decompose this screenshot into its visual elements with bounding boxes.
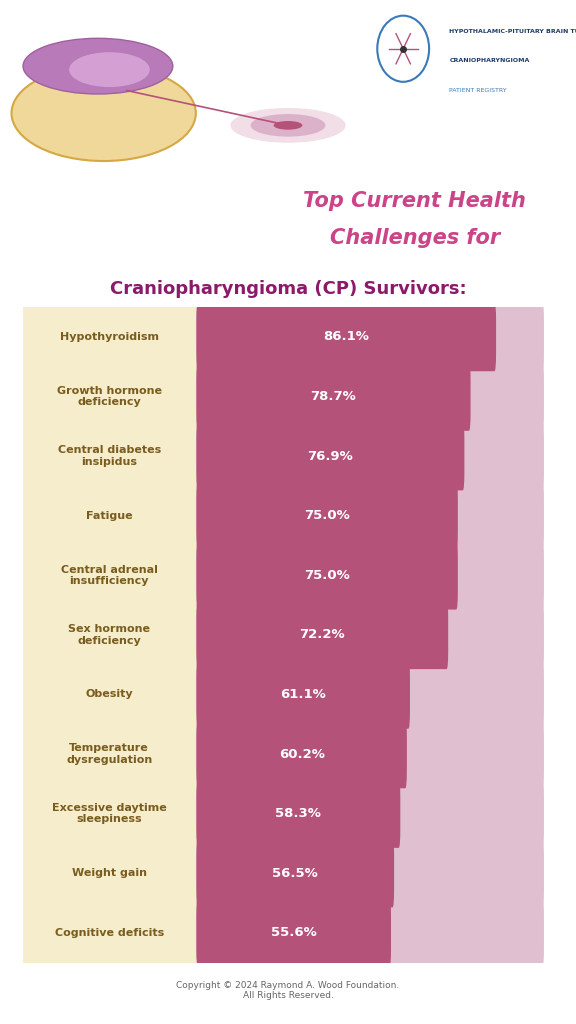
Text: Cognitive deficits: Cognitive deficits xyxy=(55,928,164,938)
FancyBboxPatch shape xyxy=(21,390,197,521)
FancyBboxPatch shape xyxy=(196,601,448,669)
FancyBboxPatch shape xyxy=(196,601,544,669)
Text: 78.7%: 78.7% xyxy=(310,390,357,403)
Text: 86.1%: 86.1% xyxy=(323,331,369,343)
FancyBboxPatch shape xyxy=(196,898,544,967)
Text: 55.6%: 55.6% xyxy=(271,927,317,939)
FancyBboxPatch shape xyxy=(21,749,197,880)
Text: 61.1%: 61.1% xyxy=(281,688,326,701)
Text: Growth hormone
deficiency: Growth hormone deficiency xyxy=(56,386,162,408)
Text: Copyright © 2024 Raymond A. Wood Foundation.
All Rights Reserved.: Copyright © 2024 Raymond A. Wood Foundat… xyxy=(176,981,400,999)
Circle shape xyxy=(274,121,302,130)
FancyBboxPatch shape xyxy=(21,867,197,998)
FancyBboxPatch shape xyxy=(21,331,197,462)
FancyBboxPatch shape xyxy=(196,720,407,788)
Ellipse shape xyxy=(23,38,173,94)
Text: Top Current Health: Top Current Health xyxy=(304,190,526,211)
Text: 58.3%: 58.3% xyxy=(275,807,321,820)
FancyBboxPatch shape xyxy=(196,839,544,907)
FancyBboxPatch shape xyxy=(196,779,544,848)
Text: 60.2%: 60.2% xyxy=(279,748,324,761)
Ellipse shape xyxy=(12,66,196,161)
Text: Central adrenal
insufficiency: Central adrenal insufficiency xyxy=(60,564,158,586)
FancyBboxPatch shape xyxy=(21,510,197,641)
FancyBboxPatch shape xyxy=(196,898,391,967)
FancyBboxPatch shape xyxy=(196,660,544,729)
FancyBboxPatch shape xyxy=(196,422,544,490)
Circle shape xyxy=(230,108,346,142)
FancyBboxPatch shape xyxy=(21,569,197,700)
FancyBboxPatch shape xyxy=(196,303,496,372)
FancyBboxPatch shape xyxy=(196,481,458,550)
FancyBboxPatch shape xyxy=(196,839,394,907)
Text: Fatigue: Fatigue xyxy=(86,511,132,521)
FancyBboxPatch shape xyxy=(196,422,464,490)
FancyBboxPatch shape xyxy=(196,541,458,609)
Text: Central diabetes
insipidus: Central diabetes insipidus xyxy=(58,445,161,467)
Text: 75.0%: 75.0% xyxy=(304,568,350,582)
Text: 76.9%: 76.9% xyxy=(308,450,353,463)
Text: 72.2%: 72.2% xyxy=(300,629,345,641)
Text: Excessive daytime
sleepiness: Excessive daytime sleepiness xyxy=(52,803,166,824)
FancyBboxPatch shape xyxy=(21,271,197,402)
Text: 56.5%: 56.5% xyxy=(272,866,318,880)
Text: 75.0%: 75.0% xyxy=(304,509,350,522)
Ellipse shape xyxy=(69,52,150,87)
Text: CRANIOPHARYNGIOMA: CRANIOPHARYNGIOMA xyxy=(449,58,530,63)
FancyBboxPatch shape xyxy=(196,720,544,788)
Text: Craniopharyngioma (CP) Survivors:: Craniopharyngioma (CP) Survivors: xyxy=(109,280,467,298)
Text: Obesity: Obesity xyxy=(85,689,133,699)
FancyBboxPatch shape xyxy=(196,362,544,431)
Text: Weight gain: Weight gain xyxy=(71,868,147,879)
Text: Hypothyroidism: Hypothyroidism xyxy=(60,332,158,342)
Text: HYPOTHALAMIC-PITUITARY BRAIN TUMORS,: HYPOTHALAMIC-PITUITARY BRAIN TUMORS, xyxy=(449,29,576,34)
FancyBboxPatch shape xyxy=(21,808,197,939)
FancyBboxPatch shape xyxy=(196,481,544,550)
FancyBboxPatch shape xyxy=(196,660,410,729)
FancyBboxPatch shape xyxy=(196,362,471,431)
FancyBboxPatch shape xyxy=(196,303,544,372)
FancyBboxPatch shape xyxy=(196,541,544,609)
Text: Sex hormone
deficiency: Sex hormone deficiency xyxy=(68,624,150,646)
FancyBboxPatch shape xyxy=(21,451,197,582)
Text: Temperature
dysregulation: Temperature dysregulation xyxy=(66,743,152,765)
FancyBboxPatch shape xyxy=(21,629,197,760)
FancyBboxPatch shape xyxy=(196,779,400,848)
Text: Challenges for: Challenges for xyxy=(329,228,500,248)
FancyBboxPatch shape xyxy=(21,688,197,819)
Circle shape xyxy=(251,114,325,136)
Text: PATIENT REGISTRY: PATIENT REGISTRY xyxy=(449,88,507,93)
